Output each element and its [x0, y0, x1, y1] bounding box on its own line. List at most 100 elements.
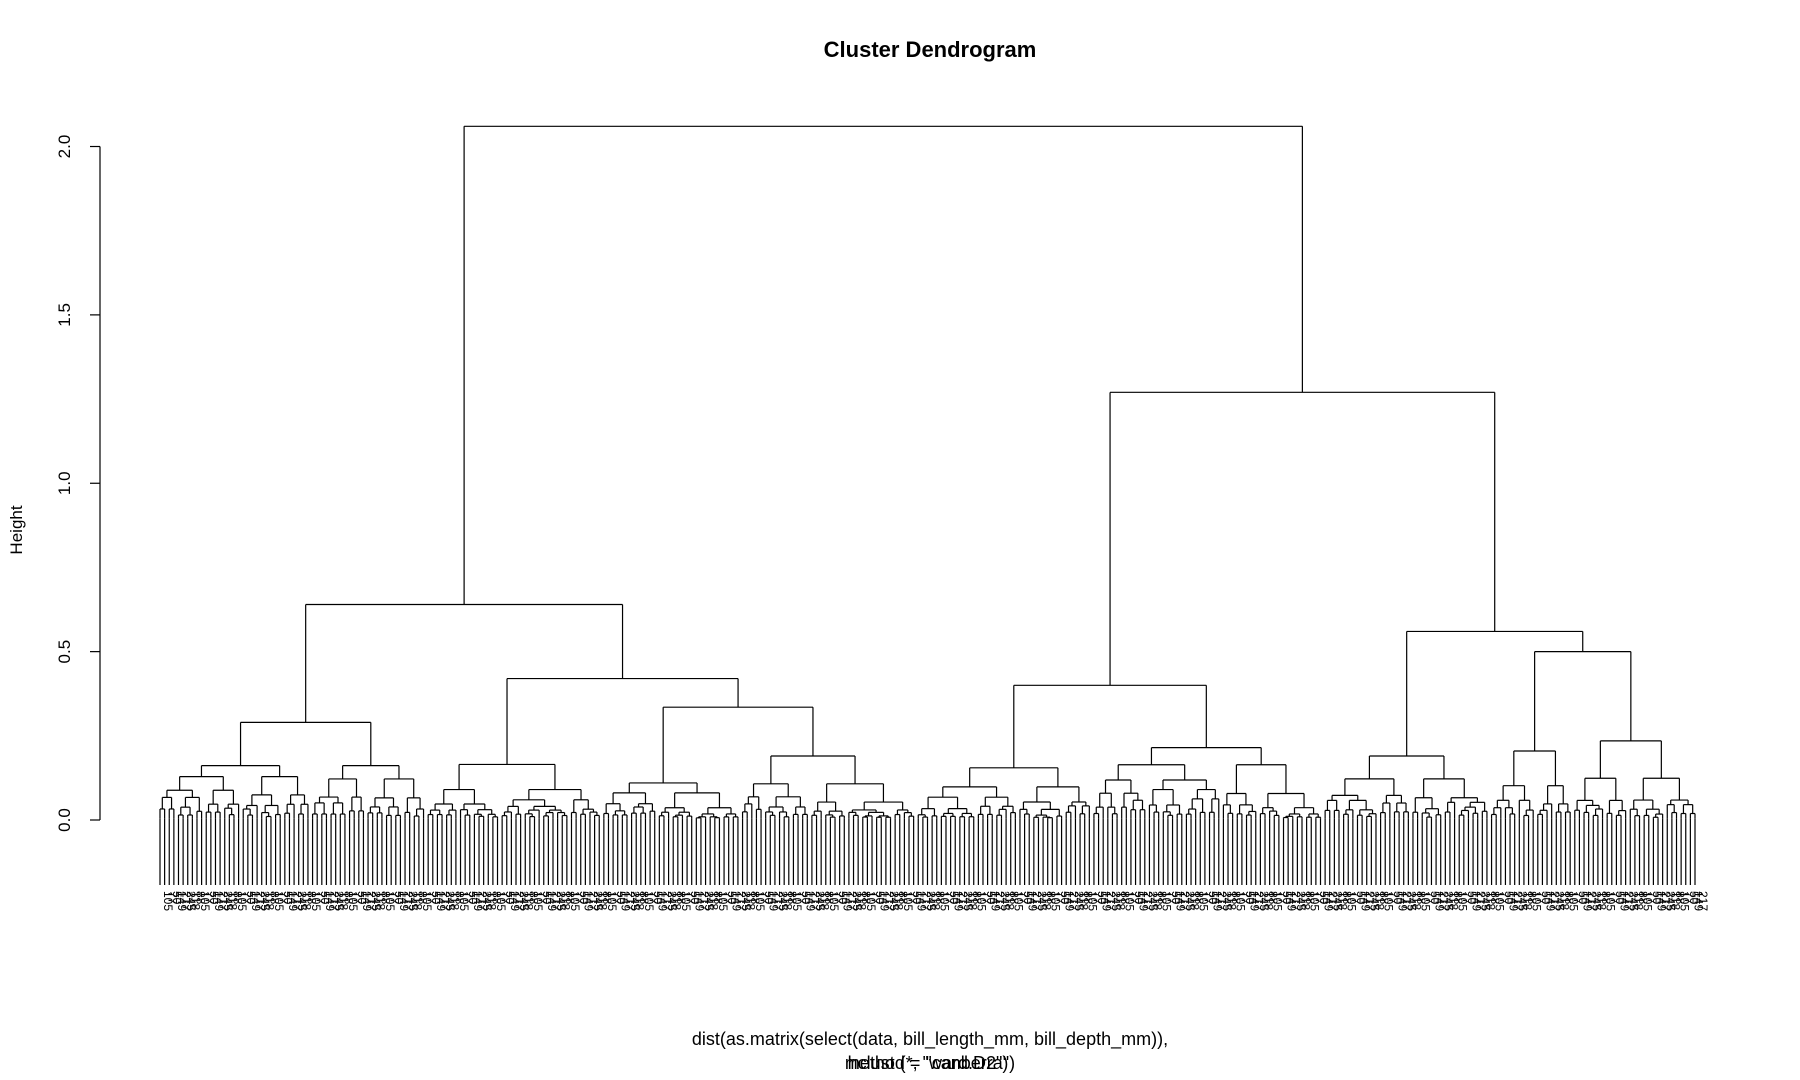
leaf-label: 105	[1308, 891, 1322, 911]
leaf-label: 149	[286, 891, 300, 911]
leaf-label: 88	[1488, 891, 1502, 905]
leaf-label: 50	[984, 891, 998, 905]
leaf-label: 217	[919, 891, 933, 911]
leaf-label: 77	[314, 891, 328, 905]
leaf-label: 77	[1090, 891, 1104, 905]
leaf-label: 77	[720, 891, 734, 905]
leaf-label: 77	[942, 891, 956, 905]
leaf-label: 105	[531, 891, 545, 911]
leaf-label: 217	[1400, 891, 1414, 911]
leaf-label: 245	[1627, 891, 1641, 911]
leaf-label: 77	[1423, 891, 1437, 905]
leaf-label: 105	[457, 891, 471, 911]
leaf-label: 245	[1405, 891, 1419, 911]
leaf-label: 77	[1349, 891, 1363, 905]
leaf-label: 88	[933, 891, 947, 905]
leaf-label: 245	[1516, 891, 1530, 911]
leaf-label: 77	[1016, 891, 1030, 905]
leaf-label: 50	[725, 891, 739, 905]
leaf-label: 50	[1465, 891, 1479, 905]
leaf-label: 217	[179, 891, 193, 911]
leaf-label: 105	[1567, 891, 1581, 911]
leaf-label: 50	[1317, 891, 1331, 905]
leaf-label: 118	[1113, 891, 1127, 910]
leaf-label: 50	[873, 891, 887, 905]
leaf-label: 217	[290, 891, 304, 911]
leaf-label: 88	[341, 891, 355, 905]
leaf-label: 149	[323, 891, 337, 911]
leaf-label: 105	[753, 891, 767, 911]
leaf-label: 105	[1604, 891, 1618, 911]
subtitle-line-3: method = "canberra")	[845, 1053, 1015, 1073]
leaf-label: 245	[1331, 891, 1345, 911]
leaf-label: 50	[1206, 891, 1220, 905]
leaf-label: 149	[1321, 891, 1335, 911]
leaf-label: 118	[1594, 891, 1608, 910]
leaf-label: 77	[240, 891, 254, 905]
leaf-label: 217	[993, 891, 1007, 911]
leaf-label: 217	[438, 891, 452, 911]
leaf-label: 217	[1622, 891, 1636, 911]
leaf-label: 118	[1002, 891, 1016, 910]
leaf-label: 105	[679, 891, 693, 911]
leaf-label: 217	[1696, 891, 1710, 911]
leaf-label: 50	[577, 891, 591, 905]
leaf-label: 245	[591, 891, 605, 911]
leaf-label: 77	[1053, 891, 1067, 905]
leaf-label: 88	[600, 891, 614, 905]
leaf-label: 77	[462, 891, 476, 905]
leaf-label: 105	[198, 891, 212, 911]
leaf-label: 245	[924, 891, 938, 911]
leaf-label: 217	[1585, 891, 1599, 911]
dendrogram-tree	[159, 125, 1696, 885]
leaf-label: 77	[1164, 891, 1178, 905]
leaf-label: 50	[762, 891, 776, 905]
leaf-label: 245	[628, 891, 642, 911]
leaf-label: 50	[947, 891, 961, 905]
leaf-label: 118	[1520, 891, 1534, 910]
leaf-label: 50	[1576, 891, 1590, 905]
leaf-label: 88	[1414, 891, 1428, 905]
y-tick-label: 2.0	[55, 135, 74, 159]
leaf-label: 217	[882, 891, 896, 911]
leaf-label: 149	[1174, 891, 1188, 911]
leaf-label: 105	[938, 891, 952, 911]
leaf-label: 105	[346, 891, 360, 911]
leaf-label: 50	[466, 891, 480, 905]
leaf-label: 149	[1137, 891, 1151, 911]
leaf-label: 77	[1127, 891, 1141, 905]
leaf-label: 50	[1650, 891, 1664, 905]
leaf-label: 105	[1382, 891, 1396, 911]
leaf-label: 149	[1691, 891, 1705, 911]
leaf-label: 105	[1345, 891, 1359, 911]
leaf-label: 88	[1266, 891, 1280, 905]
leaf-label: 77	[1238, 891, 1252, 905]
leaf-label: 149	[1506, 891, 1520, 911]
leaf-label: 245	[1664, 891, 1678, 911]
leaf-label: 88	[637, 891, 651, 905]
leaf-label: 77	[1497, 891, 1511, 905]
leaf-label: 245	[1183, 891, 1197, 911]
leaf-label: 77	[646, 891, 660, 905]
y-tick-label: 1.0	[55, 471, 74, 495]
leaf-label: 77	[425, 891, 439, 905]
leaf-label: 149	[1543, 891, 1557, 911]
leaf-label: 149	[693, 891, 707, 911]
leaf-label: 50	[1354, 891, 1368, 905]
leaf-label: 118	[1335, 891, 1349, 910]
leaf-label: 105	[1234, 891, 1248, 911]
leaf-label: 88	[452, 891, 466, 905]
leaf-label: 50	[540, 891, 554, 905]
leaf-label: 88	[415, 891, 429, 905]
leaf-label: 245	[1368, 891, 1382, 911]
leaf-label: 50	[355, 891, 369, 905]
leaf-label: 217	[845, 891, 859, 911]
leaf-label: 77	[1608, 891, 1622, 905]
leaf-label: 88	[378, 891, 392, 905]
leaf-label: 118	[1224, 891, 1238, 910]
subtitle-line-1: dist(as.matrix(select(data, bill_length_…	[692, 1029, 1168, 1050]
leaf-label: 118	[596, 891, 610, 910]
leaf-label: 217	[1252, 891, 1266, 911]
leaf-label: 118	[855, 891, 869, 910]
leaf-label: 105	[1530, 891, 1544, 911]
